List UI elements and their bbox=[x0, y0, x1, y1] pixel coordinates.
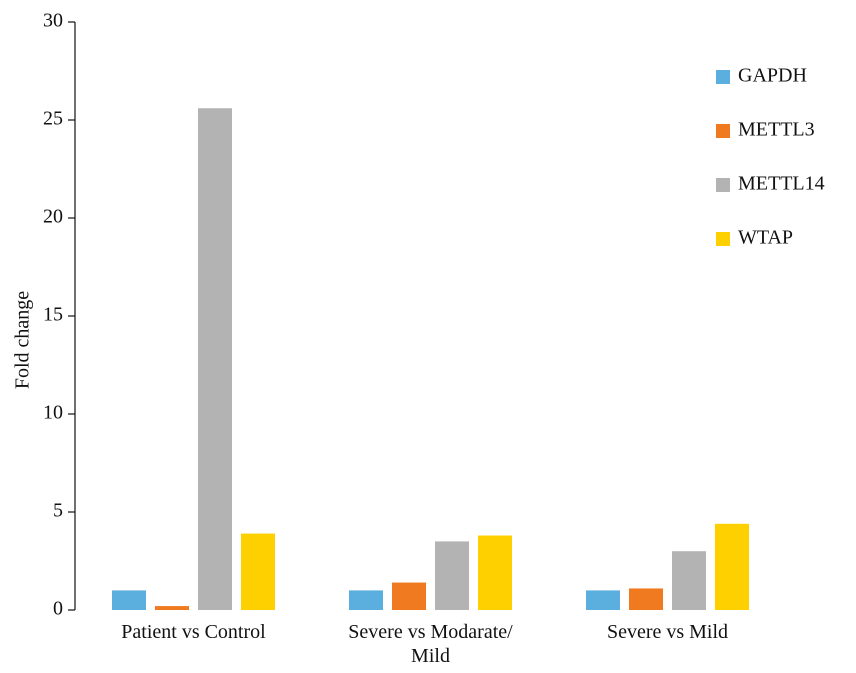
bar bbox=[112, 590, 146, 610]
y-tick-label: 25 bbox=[43, 108, 63, 130]
bar bbox=[241, 533, 275, 610]
x-tick-label: Patient vs Control bbox=[121, 621, 266, 643]
x-tick-label: Severe vs Modarate/ Mild bbox=[348, 621, 513, 667]
y-tick-label: 10 bbox=[43, 402, 63, 424]
y-tick-label: 0 bbox=[53, 598, 63, 620]
legend-swatch bbox=[716, 70, 730, 84]
bar bbox=[155, 606, 189, 610]
bar bbox=[435, 541, 469, 610]
bar bbox=[586, 590, 620, 610]
legend-label: WTAP bbox=[738, 227, 793, 249]
y-axis-label: Fold change bbox=[12, 291, 34, 389]
bar bbox=[715, 523, 749, 610]
bar bbox=[349, 590, 383, 610]
y-tick-label: 5 bbox=[53, 500, 63, 522]
x-tick-label: Severe vs Mild bbox=[606, 621, 729, 643]
y-tick-label: 15 bbox=[43, 304, 63, 326]
bar bbox=[629, 588, 663, 610]
legend-label: METTL3 bbox=[738, 119, 815, 141]
y-tick-label: 30 bbox=[43, 10, 63, 32]
y-tick-label: 20 bbox=[43, 206, 63, 228]
legend-swatch bbox=[716, 124, 730, 138]
legend-swatch bbox=[716, 232, 730, 246]
bar bbox=[198, 108, 232, 611]
legend-swatch bbox=[716, 178, 730, 192]
legend-label: METTL14 bbox=[738, 173, 825, 195]
bar bbox=[672, 551, 706, 610]
bar bbox=[478, 535, 512, 610]
legend-label: GAPDH bbox=[738, 65, 807, 87]
bar bbox=[392, 582, 426, 610]
